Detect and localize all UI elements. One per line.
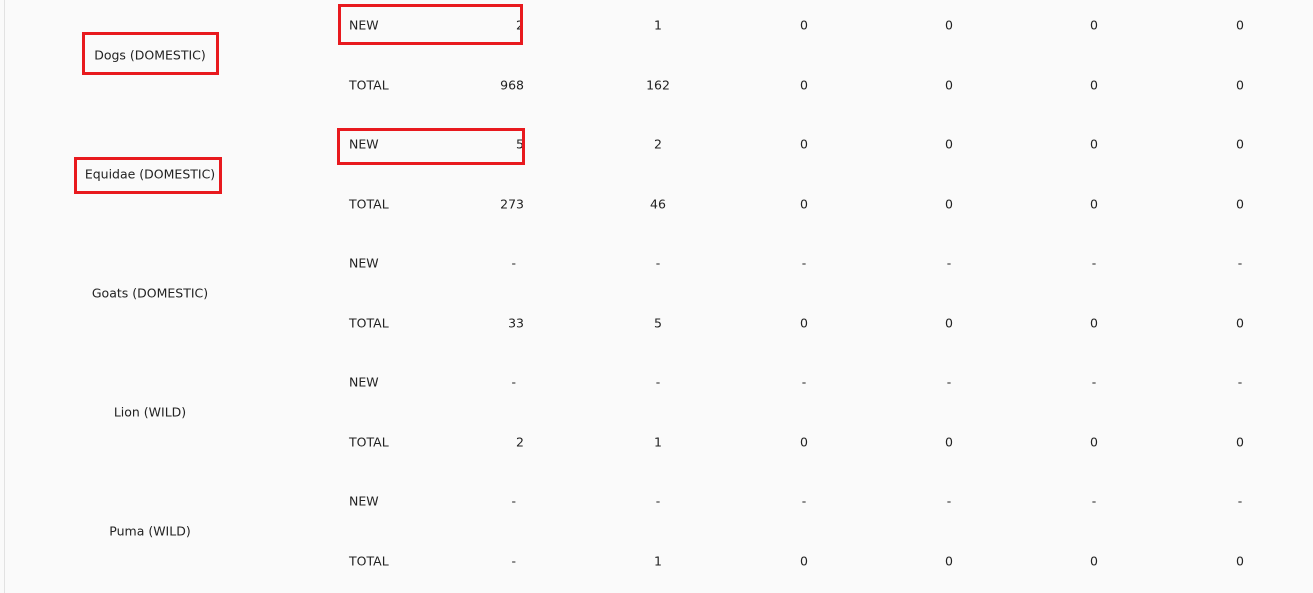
table-cell: 273 [500,196,524,211]
row-type-label: NEW [349,493,379,509]
table-cell: 5 [654,315,662,330]
table-cell: 162 [646,77,670,92]
row-type-label: TOTAL [349,315,389,330]
row-type-label: TOTAL [349,77,389,92]
table-cell: - [1091,374,1097,390]
table-cell: - [511,493,516,509]
row-type-label: NEW [349,255,379,271]
table-cell: 0 [1090,196,1098,211]
table-cell: - [946,493,952,509]
table-cell: 0 [945,17,953,33]
species-highlight-box [82,32,219,75]
table-cell: - [801,374,807,390]
table-cell: - [511,374,516,390]
table-cell: 1 [654,434,662,449]
table-cell: 0 [800,196,808,211]
table-cell: - [946,374,952,390]
new-row-highlight-box [337,128,525,165]
table-cell: 0 [945,136,953,152]
table-cell: - [655,493,661,509]
table-cell: 0 [1090,315,1098,330]
species-label: Puma (WILD) [109,523,191,539]
row-type-label: TOTAL [349,553,389,568]
table-cell: 0 [1236,136,1244,152]
table-cell: - [511,255,516,271]
table-cell: - [1237,493,1243,509]
table-cell: 0 [800,315,808,330]
row-type-label: NEW [349,136,379,152]
row-type-label: NEW [349,17,379,33]
table-cell: 0 [945,553,953,568]
table-cell: 0 [1236,553,1244,568]
table-cell: 1 [654,17,662,33]
table-cell: 0 [800,434,808,449]
table-cell: 0 [800,136,808,152]
row-type-label: NEW [349,374,379,390]
table-cell: 0 [1236,434,1244,449]
species-label: Equidae (DOMESTIC) [84,166,216,182]
table-cell: 0 [945,77,953,92]
table-cell: 0 [1236,315,1244,330]
table-cell: 0 [1090,17,1098,33]
table-cell: 0 [1236,17,1244,33]
table-cell: 0 [800,553,808,568]
table-cell: - [946,255,952,271]
table-cell: - [1237,374,1243,390]
table-cell: 5 [516,136,524,152]
new-row-highlight-box [338,4,523,45]
table-cell: 33 [508,315,524,330]
table-cell: - [801,255,807,271]
species-label: Goats (DOMESTIC) [91,285,209,301]
table-cell: 0 [945,196,953,211]
table-cell: - [1091,493,1097,509]
species-label: Lion (WILD) [113,404,187,420]
table-cell: 0 [1236,196,1244,211]
table-cell: 0 [1090,77,1098,92]
table-cell: 0 [800,77,808,92]
table-cell: - [801,493,807,509]
table-cell: 46 [650,196,666,211]
row-type-label: TOTAL [349,434,389,449]
table-cell: 0 [1090,434,1098,449]
table-cell: - [655,255,661,271]
table-cell: 0 [1236,77,1244,92]
table-cell: 0 [945,315,953,330]
table-cell: 2 [516,434,524,449]
table-cell: 1 [654,553,662,568]
table-cell: - [655,374,661,390]
table-cell: 968 [500,77,524,92]
table-cell: - [1237,255,1243,271]
table-cell: 0 [945,434,953,449]
table-cell: 2 [654,136,662,152]
table-cell: - [1091,255,1097,271]
table-cell: 0 [800,17,808,33]
table-cell: 0 [1090,553,1098,568]
species-highlight-box [74,157,222,194]
species-label: Dogs (DOMESTIC) [94,47,206,63]
table-cell: 0 [1090,136,1098,152]
table-cell: - [511,553,516,568]
row-type-label: TOTAL [349,196,389,211]
table-left-border [4,0,5,593]
